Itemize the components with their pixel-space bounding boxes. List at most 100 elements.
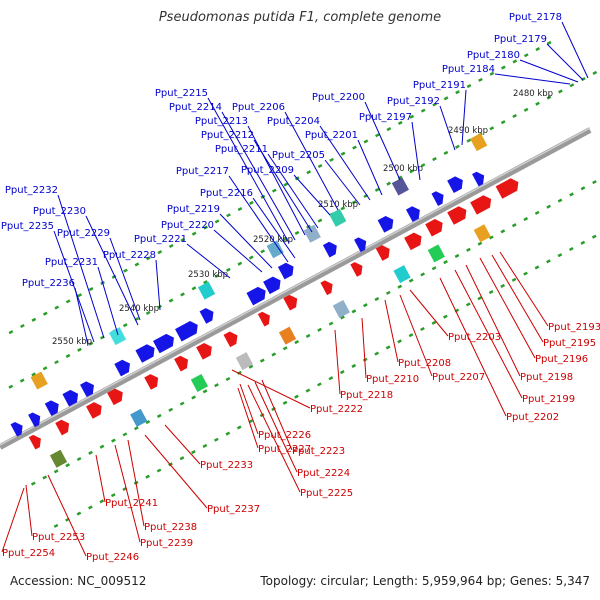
track-tick <box>465 302 471 307</box>
track-tick <box>248 255 254 260</box>
track-tick <box>53 523 59 528</box>
backbone <box>0 127 592 450</box>
plus-strand-label: Pput_2229 <box>57 228 110 239</box>
track-ticks <box>8 40 598 528</box>
track-tick <box>523 271 528 276</box>
plus-strand-label: Pput_2219 <box>167 204 220 215</box>
track-tick <box>260 249 266 254</box>
track-tick <box>432 102 438 107</box>
track-tick <box>580 186 586 191</box>
minus-strand-label-leader <box>384 299 399 363</box>
minus-strand-label: Pput_2237 <box>207 504 260 515</box>
track-tick <box>76 456 82 462</box>
plus-strand-label: Pput_2212 <box>201 130 254 141</box>
track-tick <box>214 383 219 388</box>
minus-strand-gene <box>196 343 212 360</box>
plus-strand-gene <box>153 333 174 354</box>
track-tick <box>443 150 449 155</box>
plus-strand-label: Pput_2206 <box>232 102 285 113</box>
track-tick <box>351 200 357 205</box>
track-tick <box>8 330 14 335</box>
plus-strand-label-leader <box>228 175 289 263</box>
track-tick <box>317 163 323 169</box>
plus-strand-label: Pput_2211 <box>215 144 268 155</box>
map-title: Pseudomonas putida F1, complete genome <box>158 10 442 25</box>
track-tick <box>30 481 36 486</box>
track-tick <box>225 376 231 382</box>
plus-strand-label-leader <box>186 243 231 279</box>
feature-box <box>427 244 445 263</box>
track-tick <box>65 299 71 304</box>
ruler-label: 2490 kbp <box>448 126 488 136</box>
plus-strand-label-leader <box>319 125 371 201</box>
track-tick <box>282 346 288 351</box>
track-tick <box>168 298 174 303</box>
track-tick <box>420 108 426 113</box>
track-tick <box>271 406 276 412</box>
plus-strand-label: Pput_2217 <box>176 166 229 177</box>
plus-strand-gene <box>62 389 79 407</box>
track-tick <box>65 463 70 468</box>
plus-strand-label-leader <box>284 111 339 211</box>
plus-strand-gene <box>405 206 420 222</box>
track-tick <box>145 474 150 479</box>
track-tick <box>386 127 392 132</box>
track-tick <box>248 364 254 369</box>
minus-strand-label: Pput_2198 <box>520 372 573 383</box>
feature-box <box>30 371 48 390</box>
plus-strand-label: Pput_2232 <box>5 185 58 196</box>
plus-strand-label-leader <box>247 125 306 236</box>
track-tick <box>489 235 494 240</box>
track-tick <box>202 443 208 448</box>
track-tick <box>523 107 529 112</box>
track-tick <box>31 317 37 322</box>
track-tick <box>385 345 391 350</box>
minus-strand-gene <box>223 331 238 348</box>
plus-strand-label: Pput_2209 <box>241 165 294 176</box>
track-tick <box>478 77 483 82</box>
minus-strand-gene <box>107 388 123 406</box>
plus-strand-label-leader <box>85 215 139 326</box>
minus-strand-label-leader <box>95 454 106 503</box>
plus-strand-label: Pput_2180 <box>467 50 520 61</box>
minus-strand-label-leader <box>114 444 141 543</box>
plus-strand-label-leader <box>221 111 296 241</box>
plus-strand-label: Pput_2200 <box>312 92 365 103</box>
track-tick <box>145 310 151 315</box>
minus-strand-label-leader <box>127 439 145 527</box>
minus-strand-label: Pput_2199 <box>522 394 575 405</box>
minus-strand-label: Pput_2223 <box>292 446 345 457</box>
plus-strand-label-leader <box>357 139 383 196</box>
plus-strand-gene <box>114 359 130 377</box>
track-tick <box>294 230 300 235</box>
plus-strand-label: Pput_2197 <box>359 112 412 123</box>
minus-strand-label: Pput_2224 <box>297 468 350 479</box>
track-tick <box>397 284 403 289</box>
minus-strand-label-leader <box>361 317 367 379</box>
feature-box <box>130 408 148 427</box>
plus-strand-gene <box>322 241 337 258</box>
track-tick <box>156 468 162 473</box>
minus-strand-label-leader <box>479 257 536 359</box>
plus-strand-gene <box>377 215 394 233</box>
track-tick <box>20 323 25 329</box>
track-tick <box>523 216 529 222</box>
backbone-highlight <box>0 127 591 446</box>
track-tick <box>179 456 185 461</box>
track-tick <box>409 114 415 119</box>
track-tick <box>397 339 402 344</box>
minus-strand-label-leader <box>439 277 507 417</box>
minus-strand-label-leader <box>465 264 521 377</box>
feature-box <box>197 281 216 300</box>
plus-strand-gene <box>447 176 463 193</box>
feature-box <box>49 449 68 468</box>
plus-strand-label: Pput_2216 <box>200 188 253 199</box>
plus-strand-label: Pput_2204 <box>267 116 320 127</box>
track-tick <box>237 207 243 212</box>
track-tick <box>282 400 288 405</box>
plus-strand-label-leader <box>155 259 161 311</box>
track-tick <box>386 181 392 186</box>
track-tick <box>340 206 346 211</box>
track-tick <box>146 256 151 261</box>
